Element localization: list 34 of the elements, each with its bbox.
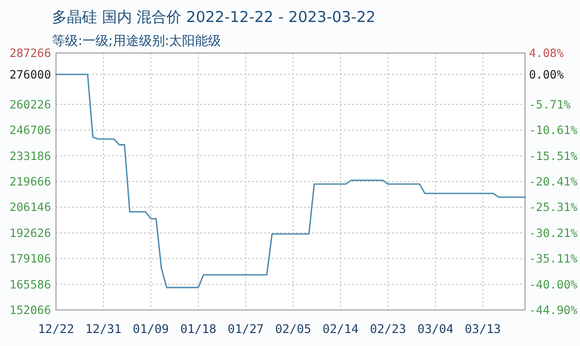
- y-tick-label: 276000: [9, 67, 52, 82]
- y2-tick-label: -30.21%: [529, 226, 578, 240]
- y-tick-label: 206146: [9, 200, 52, 214]
- x-tick-label: 03/13: [464, 322, 501, 336]
- x-tick-label: 03/04: [417, 322, 454, 336]
- y-tick-label: 246706: [9, 123, 52, 138]
- y2-tick-label: -40.00%: [529, 277, 578, 292]
- y2-tick-label: 0.00%: [529, 67, 564, 82]
- x-tick-label: 02/14: [322, 322, 359, 336]
- y2-tick-label: -25.31%: [529, 200, 578, 214]
- x-tick-label: 02/05: [275, 322, 312, 336]
- y2-tick-label: -20.41%: [529, 174, 578, 188]
- x-tick-label: 12/31: [85, 322, 122, 336]
- y-tick-label: 219666: [9, 174, 52, 188]
- y2-tick-label: -15.51%: [529, 148, 578, 163]
- x-tick-label: 02/23: [370, 322, 406, 336]
- y2-tick-label: -35.11%: [529, 252, 578, 266]
- y-tick-label: 233186: [9, 148, 52, 163]
- y2-tick-label: -10.61%: [529, 123, 578, 138]
- y2-tick-label: 4.08%: [529, 46, 564, 60]
- y-tick-label: 260226: [9, 97, 52, 112]
- chart-subtitle: 等级:一级;用途级别:太阳能级: [52, 34, 222, 49]
- y2-tick-label: -44.90%: [529, 303, 578, 317]
- y-tick-label: 192626: [9, 226, 52, 240]
- x-tick-label: 12/22: [38, 322, 74, 336]
- x-tick-label: 01/18: [180, 322, 216, 336]
- y-tick-label: 287266: [9, 46, 52, 60]
- x-tick-label: 01/09: [132, 322, 169, 336]
- chart-title: 多晶硅 国内 混合价 2022-12-22 - 2023-03-22: [52, 8, 376, 26]
- y-tick-label: 152066: [9, 303, 52, 317]
- y-tick-label: 165586: [9, 277, 52, 292]
- x-tick-label: 01/27: [228, 322, 264, 336]
- y-tick-label: 179106: [9, 252, 52, 266]
- y2-tick-label: -5.71%: [529, 97, 571, 112]
